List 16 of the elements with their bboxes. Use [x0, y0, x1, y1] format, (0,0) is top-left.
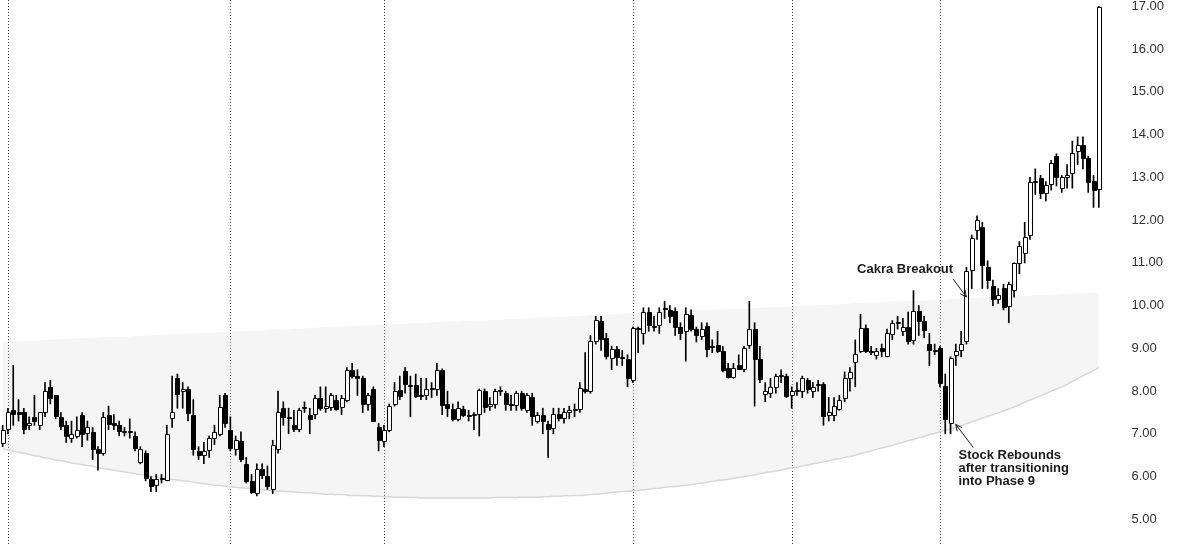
- y-tick-label: 9.00: [1131, 339, 1157, 355]
- y-tick-label: 10.00: [1131, 297, 1165, 313]
- y-tick-label: 8.00: [1131, 382, 1157, 398]
- annotation: Cakra Breakout: [857, 260, 954, 276]
- annotation: Stock Rebounds after transitioning into Phase 9: [958, 446, 1070, 488]
- y-tick-label: 17.00: [1131, 0, 1165, 13]
- y-tick-label: 5.00: [1131, 510, 1157, 526]
- y-tick-label: 11.00: [1131, 254, 1164, 270]
- candlestick: [170, 375, 175, 428]
- y-tick-label: 15.00: [1131, 83, 1165, 99]
- y-tick-label: 6.00: [1131, 468, 1157, 484]
- y-tick-label: 16.00: [1131, 40, 1165, 56]
- y-tick-label: 13.00: [1131, 168, 1165, 184]
- y-tick-label: 7.00: [1131, 425, 1157, 441]
- y-tick-label: 14.00: [1131, 126, 1165, 142]
- y-tick-label: 12.00: [1131, 211, 1165, 227]
